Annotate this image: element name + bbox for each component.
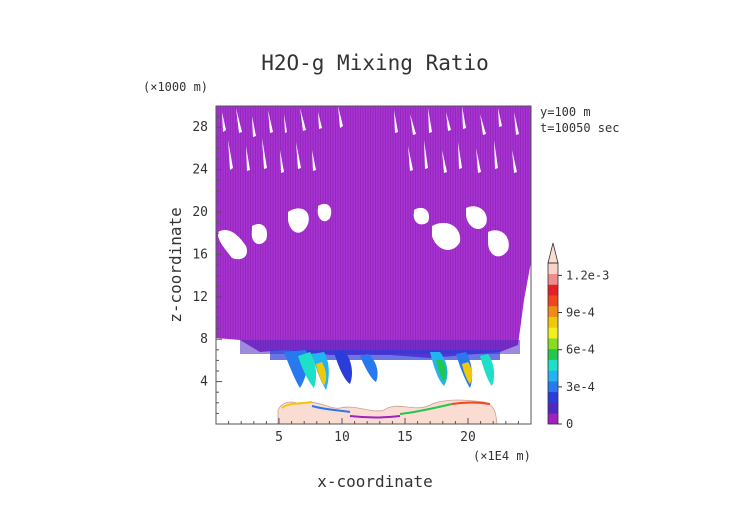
colorbar-frame — [547, 262, 559, 425]
plot-area — [216, 106, 531, 424]
colorbar-swatch — [548, 413, 558, 425]
colorbar-label: 6e-4 — [566, 343, 595, 357]
y-tick-label: 24 — [192, 163, 208, 178]
info-line-t: t=10050 sec — [540, 121, 619, 135]
colorbar-swatch — [548, 381, 558, 393]
y-axis-ticks: 4 8 12 16 20 24 28 — [192, 116, 222, 414]
x-tick-label: 15 — [397, 430, 413, 445]
colorbar-swatch — [548, 316, 558, 328]
colorbar-extend-arrow — [547, 242, 559, 264]
colorbar-swatch — [548, 402, 558, 414]
colorbar-swatch — [548, 348, 558, 360]
y-tick-label: 16 — [192, 247, 208, 262]
colorbar-swatch — [548, 273, 558, 285]
colorbar-swatch — [548, 263, 558, 275]
upper-layer-gaps — [218, 106, 519, 260]
y-tick-label: 4 — [200, 375, 208, 390]
colorbar-swatch — [548, 295, 558, 307]
x-tick-label: 5 — [275, 430, 283, 445]
y-axis-label: z-coordinate — [166, 207, 185, 323]
colorbar-swatch — [548, 359, 558, 371]
y-tick-label: 8 — [200, 332, 208, 347]
colorbar-swatch — [548, 305, 558, 317]
cloud-band — [240, 340, 520, 390]
x-axis-label: x-coordinate — [317, 472, 433, 491]
colorbar-label: 1.2e-3 — [566, 268, 609, 282]
colorbar-label: 0 — [566, 417, 573, 431]
y-unit-label: (×1000 m) — [143, 80, 208, 94]
colorbar-swatch — [548, 370, 558, 382]
y-tick-label: 20 — [192, 205, 208, 220]
colorbar-swatch — [548, 391, 558, 403]
x-tick-label: 20 — [460, 430, 476, 445]
y-tick-label: 28 — [192, 120, 208, 135]
colorbar: 0 3e-4 6e-4 9e-4 1.2e-3 — [547, 242, 609, 431]
colorbar-label: 3e-4 — [566, 380, 595, 394]
colorbar-label: 9e-4 — [566, 306, 595, 320]
colorbar-swatch — [548, 327, 558, 339]
y-tick-label: 12 — [192, 290, 208, 305]
x-axis-ticks: 5 10 15 20 — [228, 418, 519, 445]
chart-title: H2O-g Mixing Ratio — [261, 51, 489, 75]
colorbar-swatch — [548, 338, 558, 350]
x-unit-label: (×1E4 m) — [473, 449, 531, 463]
upper-layer — [216, 106, 531, 358]
colorbar-swatch — [548, 284, 558, 296]
terrain-surface-layer — [281, 401, 491, 419]
x-tick-label: 10 — [334, 430, 350, 445]
info-line-y: y=100 m — [540, 105, 591, 119]
